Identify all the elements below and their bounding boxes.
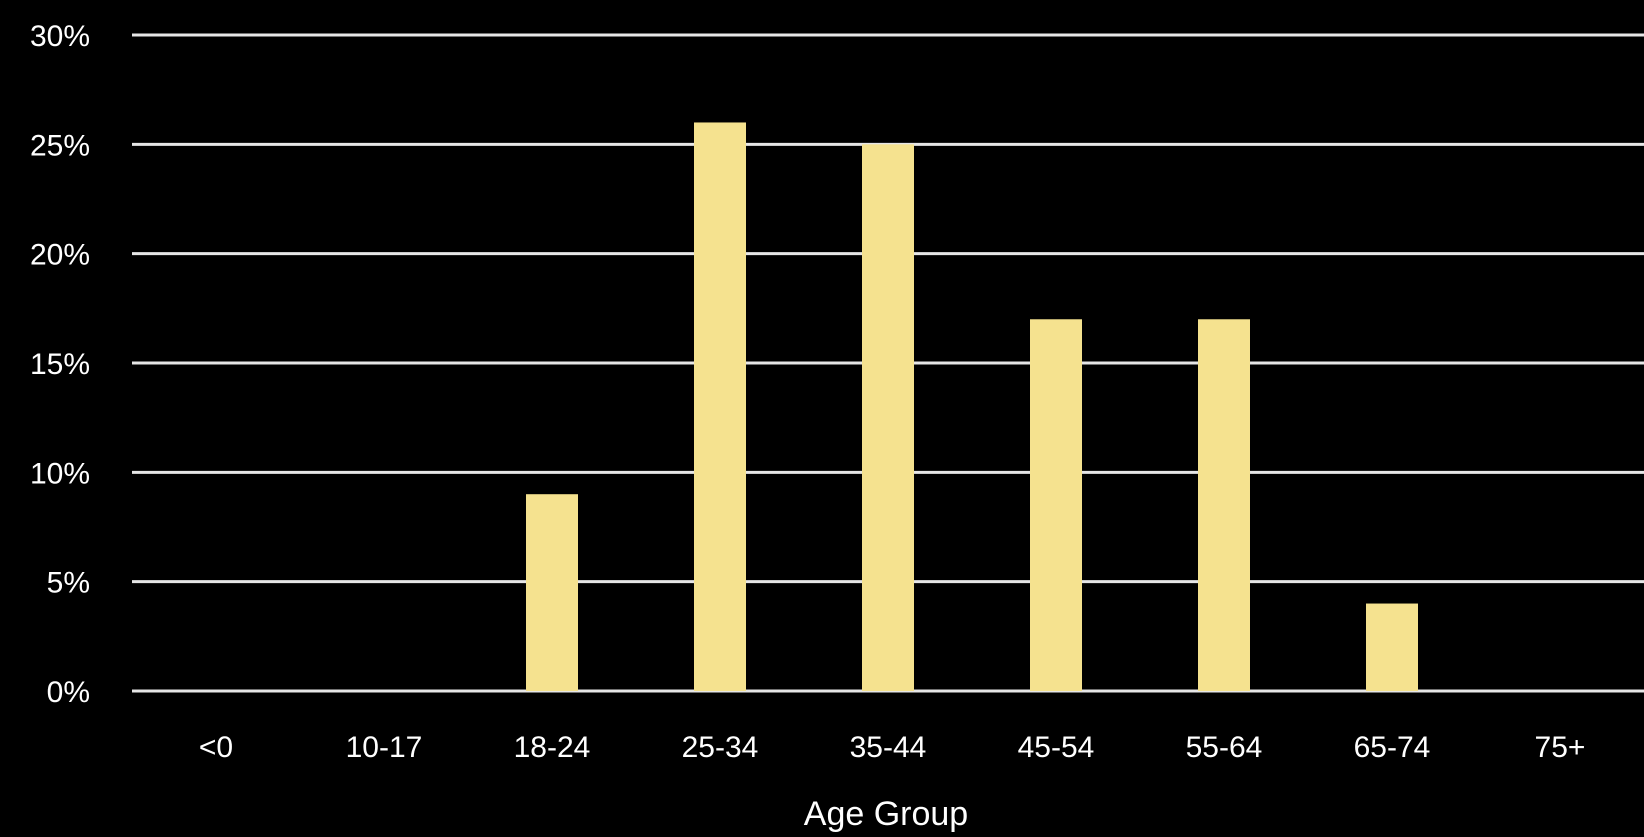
y-tick-label-20: 20% xyxy=(30,239,90,272)
bar-55-64 xyxy=(1198,319,1250,691)
y-tick-label-0: 0% xyxy=(47,676,90,709)
x-tick-label-18-24: 18-24 xyxy=(514,731,591,764)
x-tick-label-65-74: 65-74 xyxy=(1354,731,1431,764)
y-tick-label-5: 5% xyxy=(47,567,90,600)
x-tick-label-55-64: 55-64 xyxy=(1186,731,1263,764)
x-tick-label-10-17: 10-17 xyxy=(346,731,423,764)
bar-18-24 xyxy=(526,494,578,691)
y-tick-label-30: 30% xyxy=(30,20,90,53)
bar-65-74 xyxy=(1366,604,1418,691)
y-tick-label-10: 10% xyxy=(30,457,90,490)
x-axis-title: Age Group xyxy=(804,795,968,833)
y-tick-label-25: 25% xyxy=(30,129,90,162)
x-axis-ticks: <0 10-17 18-24 25-34 35-44 45-54 55-64 65-74 75+ xyxy=(199,731,1586,764)
x-tick-label-25-34: 25-34 xyxy=(682,731,759,764)
bar-35-44 xyxy=(862,144,914,691)
bar-25-34 xyxy=(694,122,746,691)
x-tick-label-35-44: 35-44 xyxy=(850,731,927,764)
y-tick-label-15: 15% xyxy=(30,348,90,381)
x-tick-label-<0: <0 xyxy=(199,731,233,764)
x-tick-label-75+: 75+ xyxy=(1535,731,1586,764)
bar-45-54 xyxy=(1030,319,1082,691)
x-tick-label-45-54: 45-54 xyxy=(1018,731,1095,764)
